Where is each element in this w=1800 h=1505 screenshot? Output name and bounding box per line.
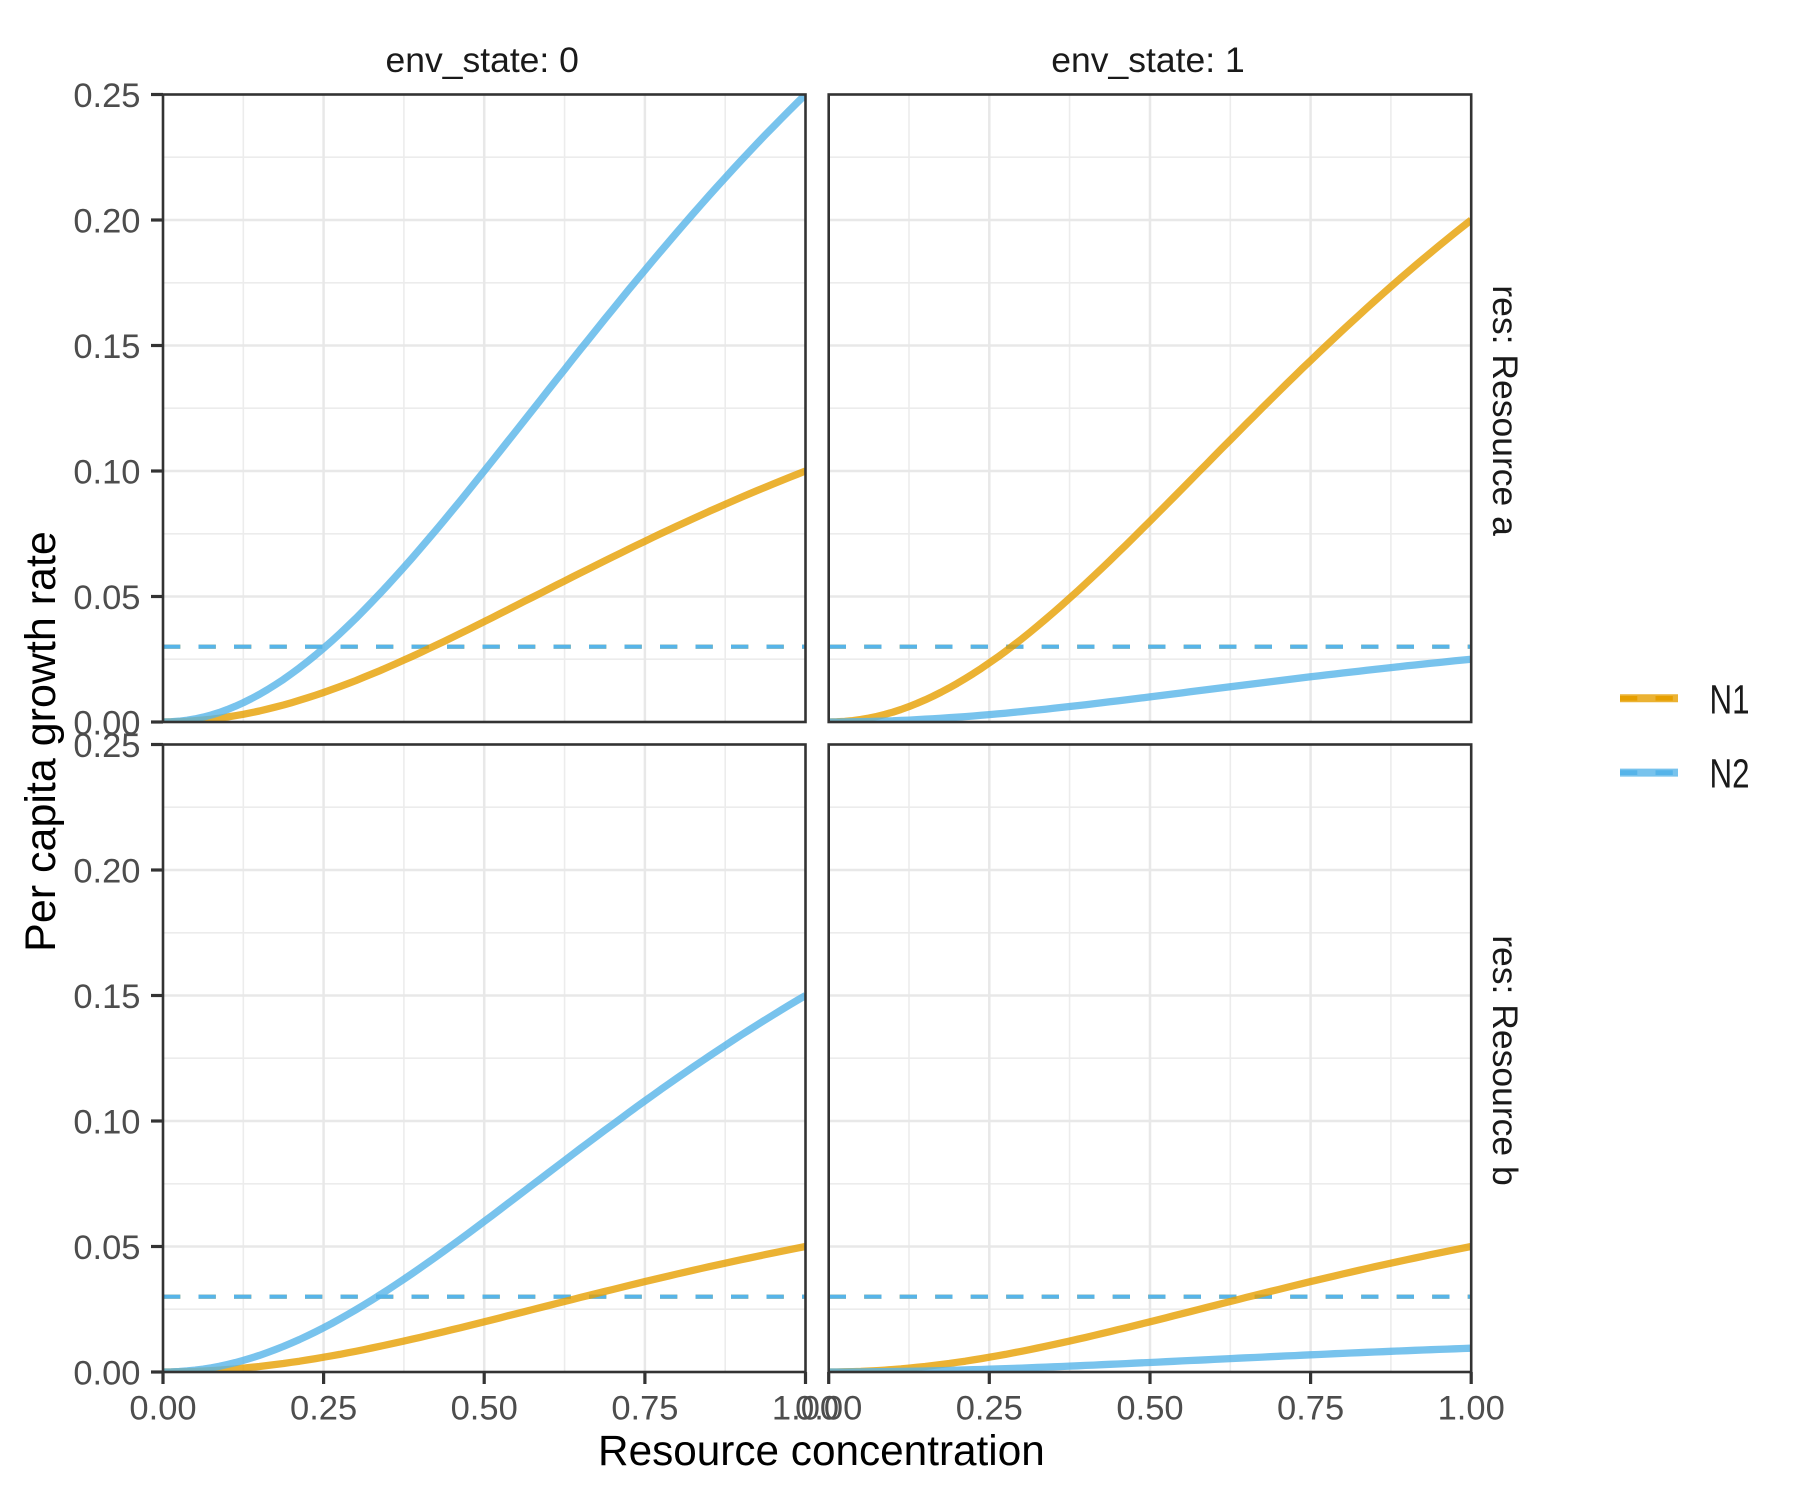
svg-text:env_state: 1: env_state: 1: [1051, 40, 1244, 80]
svg-text:0.15: 0.15: [73, 328, 140, 366]
svg-text:Resource concentration: Resource concentration: [598, 1427, 1045, 1474]
svg-text:Per capita growth rate: Per capita growth rate: [17, 531, 65, 952]
svg-text:N1: N1: [1710, 676, 1750, 722]
svg-text:0.25: 0.25: [73, 77, 140, 115]
svg-text:0.20: 0.20: [73, 853, 140, 891]
svg-text:0.10: 0.10: [73, 454, 140, 492]
svg-text:0.25: 0.25: [956, 1390, 1023, 1428]
svg-text:0.50: 0.50: [1116, 1390, 1183, 1428]
svg-text:0.25: 0.25: [73, 727, 140, 765]
svg-text:0.00: 0.00: [73, 705, 140, 743]
svg-text:0.00: 0.00: [73, 1355, 140, 1393]
svg-text:1.00: 1.00: [1438, 1390, 1505, 1428]
svg-text:N2: N2: [1710, 751, 1750, 797]
svg-text:res: Resource b: res: Resource b: [1485, 935, 1525, 1186]
svg-text:0.75: 0.75: [1277, 1390, 1344, 1428]
svg-text:0.75: 0.75: [611, 1390, 678, 1428]
svg-text:res: Resource a: res: Resource a: [1485, 285, 1525, 536]
svg-text:0.05: 0.05: [73, 1229, 140, 1267]
svg-text:0.05: 0.05: [73, 579, 140, 617]
svg-text:env_state: 0: env_state: 0: [385, 40, 578, 80]
svg-text:0.00: 0.00: [129, 1390, 196, 1428]
svg-text:0.25: 0.25: [290, 1390, 357, 1428]
svg-text:0.20: 0.20: [73, 203, 140, 241]
svg-text:0.15: 0.15: [73, 978, 140, 1016]
svg-text:0.10: 0.10: [73, 1104, 140, 1142]
svg-text:0.00: 0.00: [795, 1390, 862, 1428]
svg-text:1.00: 1.00: [772, 1390, 839, 1428]
svg-text:0.50: 0.50: [451, 1390, 518, 1428]
